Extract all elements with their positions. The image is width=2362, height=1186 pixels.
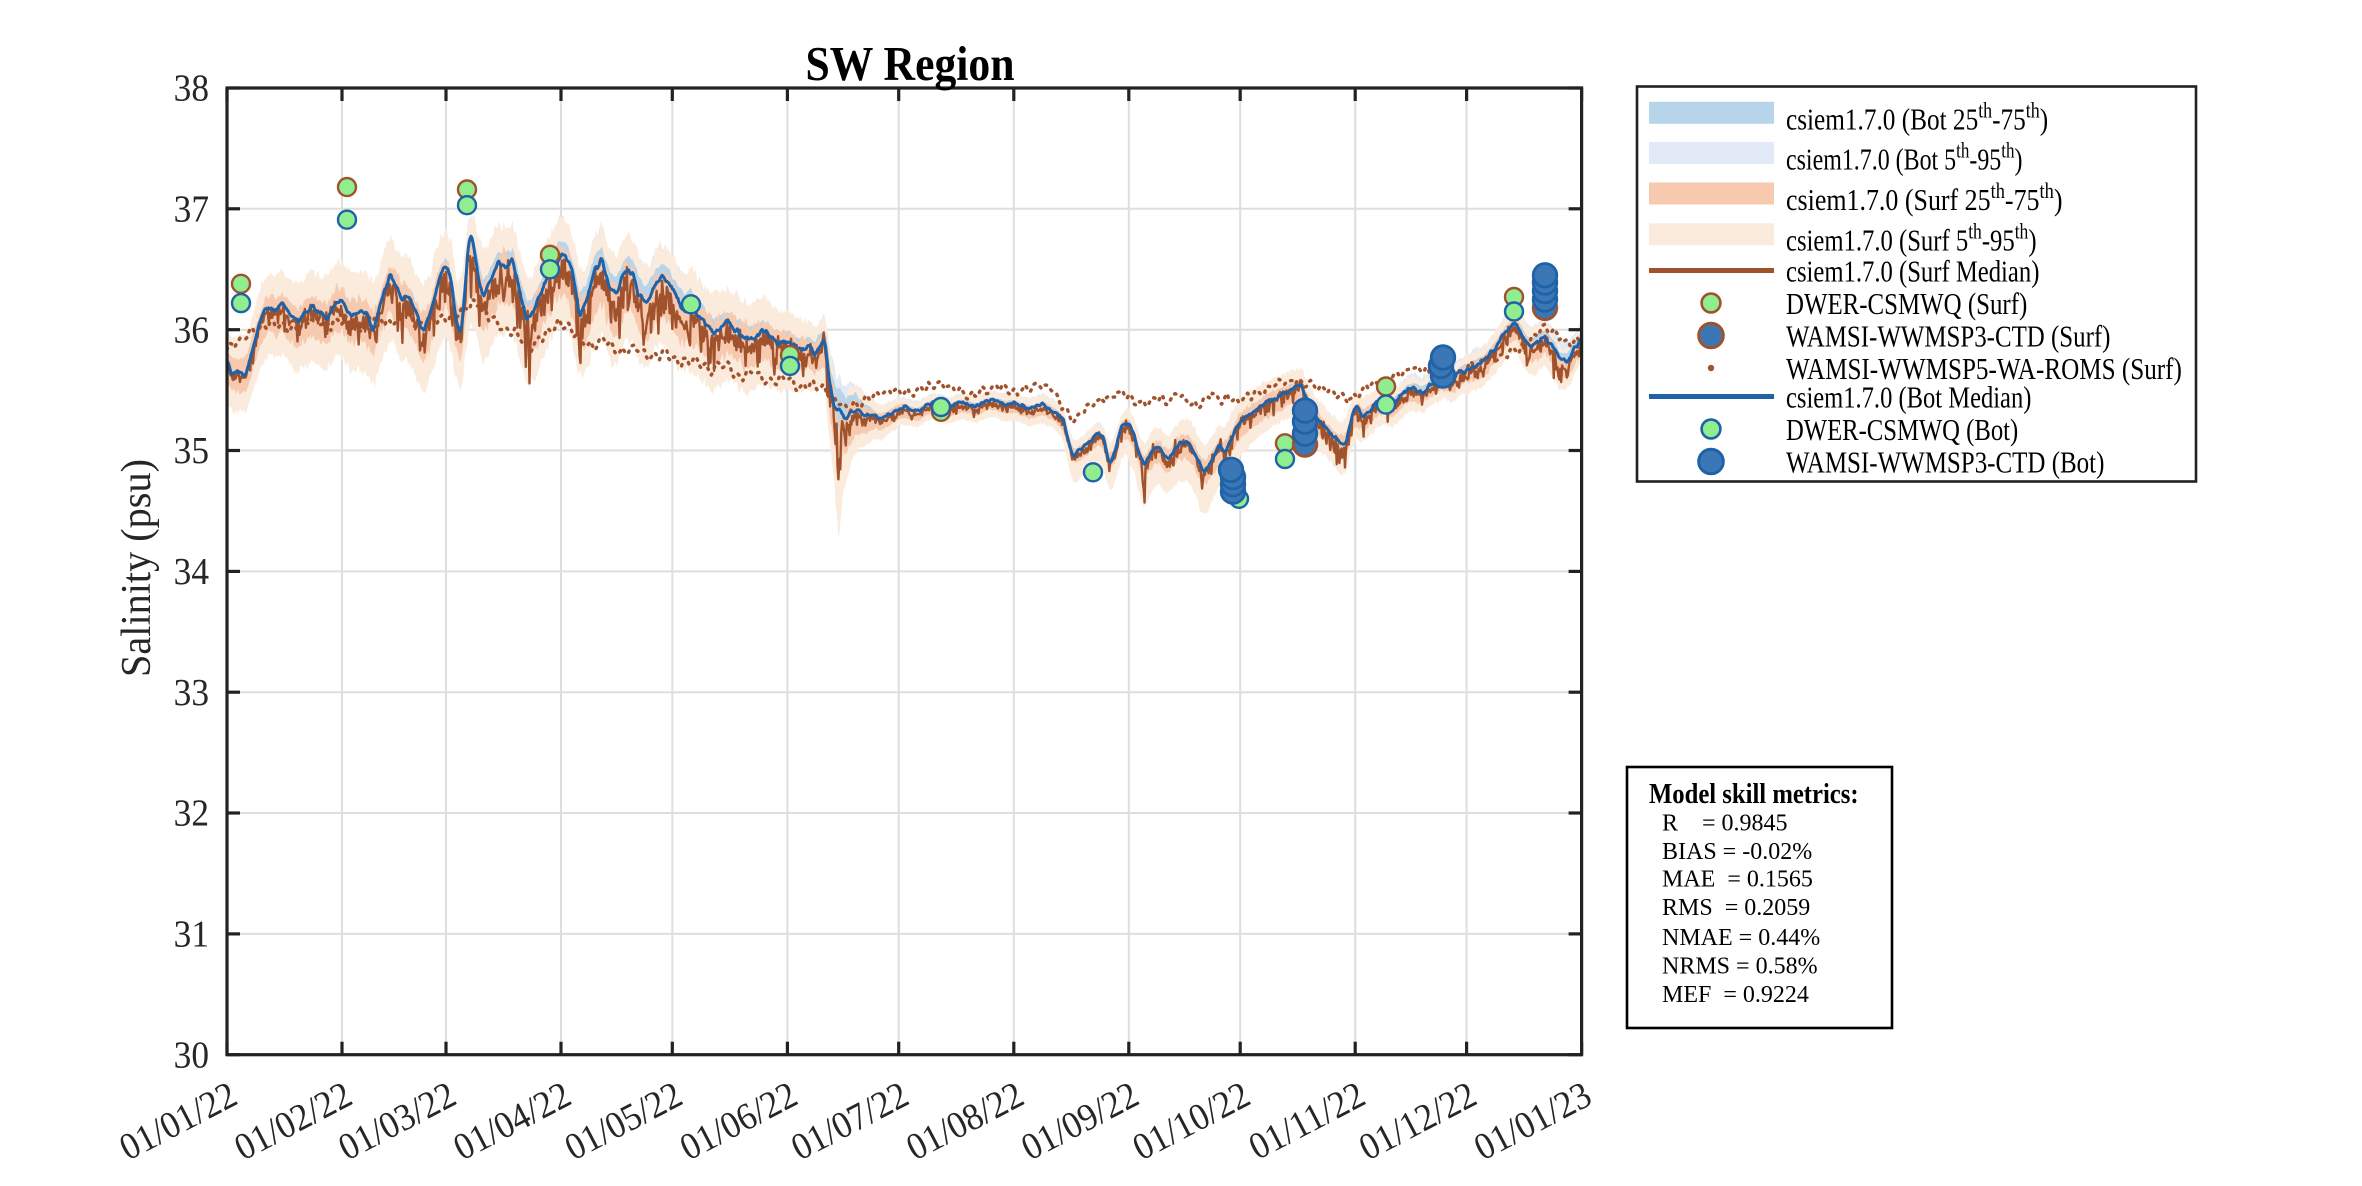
svg-text:csiem1.7.0 (Bot Median): csiem1.7.0 (Bot Median)	[1786, 381, 2031, 415]
svg-text:RMS = 0.2059: RMS = 0.2059	[1662, 895, 1810, 921]
svg-text:MEF = 0.9224: MEF = 0.9224	[1662, 982, 1809, 1008]
svg-text:32: 32	[174, 791, 209, 833]
svg-text:BIAS = -0.02%: BIAS = -0.02%	[1662, 839, 1812, 865]
svg-text:csiem1.7.0 (Bot 5th​-95th​): csiem1.7.0 (Bot 5th​-95th​)	[1786, 139, 2022, 177]
svg-text:Salinity (psu): Salinity (psu)	[112, 459, 160, 677]
svg-text:35: 35	[174, 429, 209, 471]
svg-text:NMAE = 0.44%: NMAE = 0.44%	[1662, 925, 1820, 951]
svg-text:csiem1.7.0 (Surf Median): csiem1.7.0 (Surf Median)	[1786, 255, 2039, 289]
svg-text:csiem1.7.0 (Surf 25th​-75th​): csiem1.7.0 (Surf 25th​-75th​)	[1786, 180, 2062, 218]
svg-text:31: 31	[174, 912, 209, 954]
svg-text:WAMSI-WWMSP5-WA-ROMS (Surf): WAMSI-WWMSP5-WA-ROMS (Surf)	[1786, 353, 2182, 387]
svg-text:38: 38	[174, 66, 209, 108]
svg-text:SW Region: SW Region	[806, 38, 1015, 92]
svg-text:csiem1.7.0 (Surf 5th​-95th​): csiem1.7.0 (Surf 5th​-95th​)	[1786, 220, 2037, 259]
svg-text:NRMS = 0.58%: NRMS = 0.58%	[1662, 954, 1818, 980]
svg-text:DWER-CSMWQ (Bot): DWER-CSMWQ (Bot)	[1786, 413, 2018, 447]
svg-text:37: 37	[174, 187, 209, 229]
svg-text:R = 0.9845: R = 0.9845	[1662, 811, 1788, 837]
svg-text:30: 30	[174, 1033, 209, 1075]
svg-text:csiem1.7.0 (Bot 25th​-75th​): csiem1.7.0 (Bot 25th​-75th​)	[1786, 99, 2048, 137]
svg-text:33: 33	[174, 671, 209, 713]
svg-text:WAMSI-WWMSP3-CTD (Surf): WAMSI-WWMSP3-CTD (Surf)	[1786, 320, 2110, 354]
svg-text:Model skill metrics:: Model skill metrics:	[1649, 777, 1859, 809]
svg-text:MAE = 0.1565: MAE = 0.1565	[1662, 867, 1813, 893]
svg-text:WAMSI-WWMSP3-CTD (Bot): WAMSI-WWMSP3-CTD (Bot)	[1786, 446, 2104, 480]
svg-text:DWER-CSMWQ (Surf): DWER-CSMWQ (Surf)	[1786, 288, 2027, 322]
svg-text:36: 36	[174, 308, 209, 350]
svg-text:34: 34	[174, 550, 209, 592]
